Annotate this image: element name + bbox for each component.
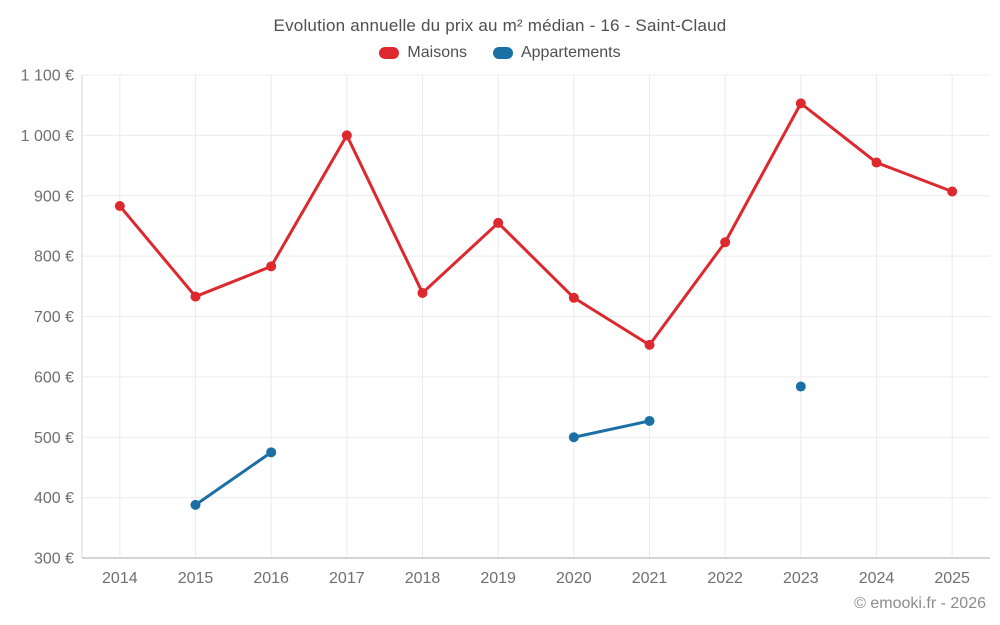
x-tick-label: 2020: [556, 570, 592, 587]
y-tick-label: 300 €: [34, 551, 74, 568]
legend-marker-appartements-icon: [492, 47, 513, 59]
data-point-maisons-2018[interactable]: [417, 287, 428, 298]
data-point-appartements-2021[interactable]: [644, 415, 655, 426]
data-point-maisons-2025[interactable]: [947, 186, 958, 197]
chart-legend: Maisons Appartements: [0, 44, 1000, 62]
x-tick-label: 2023: [783, 570, 819, 587]
series-line-appartements: [572, 419, 651, 439]
x-tick-label: 2014: [102, 570, 138, 587]
data-point-appartements-2016[interactable]: [266, 447, 277, 458]
data-point-maisons-2019[interactable]: [493, 217, 504, 228]
data-point-appartements-2020[interactable]: [568, 432, 579, 443]
y-tick-label: 500 €: [34, 430, 74, 447]
x-tick-label: 2022: [707, 570, 743, 587]
x-tick-label: 2017: [329, 570, 365, 587]
x-tick-label: 2016: [253, 570, 289, 587]
data-point-maisons-2024[interactable]: [871, 157, 882, 168]
data-point-appartements-2023[interactable]: [795, 381, 806, 392]
x-tick-label: 2025: [934, 570, 970, 587]
data-point-maisons-2017[interactable]: [341, 130, 352, 141]
y-tick-label: 900 €: [34, 188, 74, 205]
x-tick-label: 2019: [480, 570, 516, 587]
legend-item-appartements[interactable]: Appartements: [492, 44, 621, 62]
y-tick-label: 600 €: [34, 369, 74, 386]
y-tick-label: 700 €: [34, 309, 74, 326]
chart-title: Evolution annuelle du prix au m² médian …: [273, 16, 727, 35]
legend-item-maisons[interactable]: Maisons: [379, 44, 467, 62]
data-point-maisons-2014[interactable]: [114, 201, 125, 212]
data-point-maisons-2015[interactable]: [190, 291, 201, 302]
x-tick-label: 2021: [632, 570, 668, 587]
series-line-maisons: [118, 101, 954, 347]
y-tick-label: 400 €: [34, 490, 74, 507]
data-point-maisons-2022[interactable]: [720, 237, 731, 248]
legend-marker-maisons-icon: [379, 47, 400, 59]
x-tick-label: 2018: [405, 570, 441, 587]
legend-label-maisons: Maisons: [407, 44, 467, 61]
series-line-appartements: [194, 450, 273, 507]
x-tick-label: 2024: [859, 570, 895, 587]
y-tick-label: 800 €: [34, 249, 74, 266]
copyright: © emooki.fr - 2026: [854, 595, 986, 612]
y-tick-label: 1 100 €: [21, 68, 74, 85]
x-tick-label: 2015: [178, 570, 214, 587]
data-point-maisons-2016[interactable]: [266, 261, 277, 272]
data-point-appartements-2015[interactable]: [190, 499, 201, 510]
data-point-maisons-2023[interactable]: [795, 98, 806, 109]
data-point-maisons-2021[interactable]: [644, 339, 655, 350]
y-tick-label: 1 000 €: [21, 128, 74, 145]
legend-label-appartements: Appartements: [520, 44, 621, 61]
data-point-maisons-2020[interactable]: [568, 292, 579, 303]
